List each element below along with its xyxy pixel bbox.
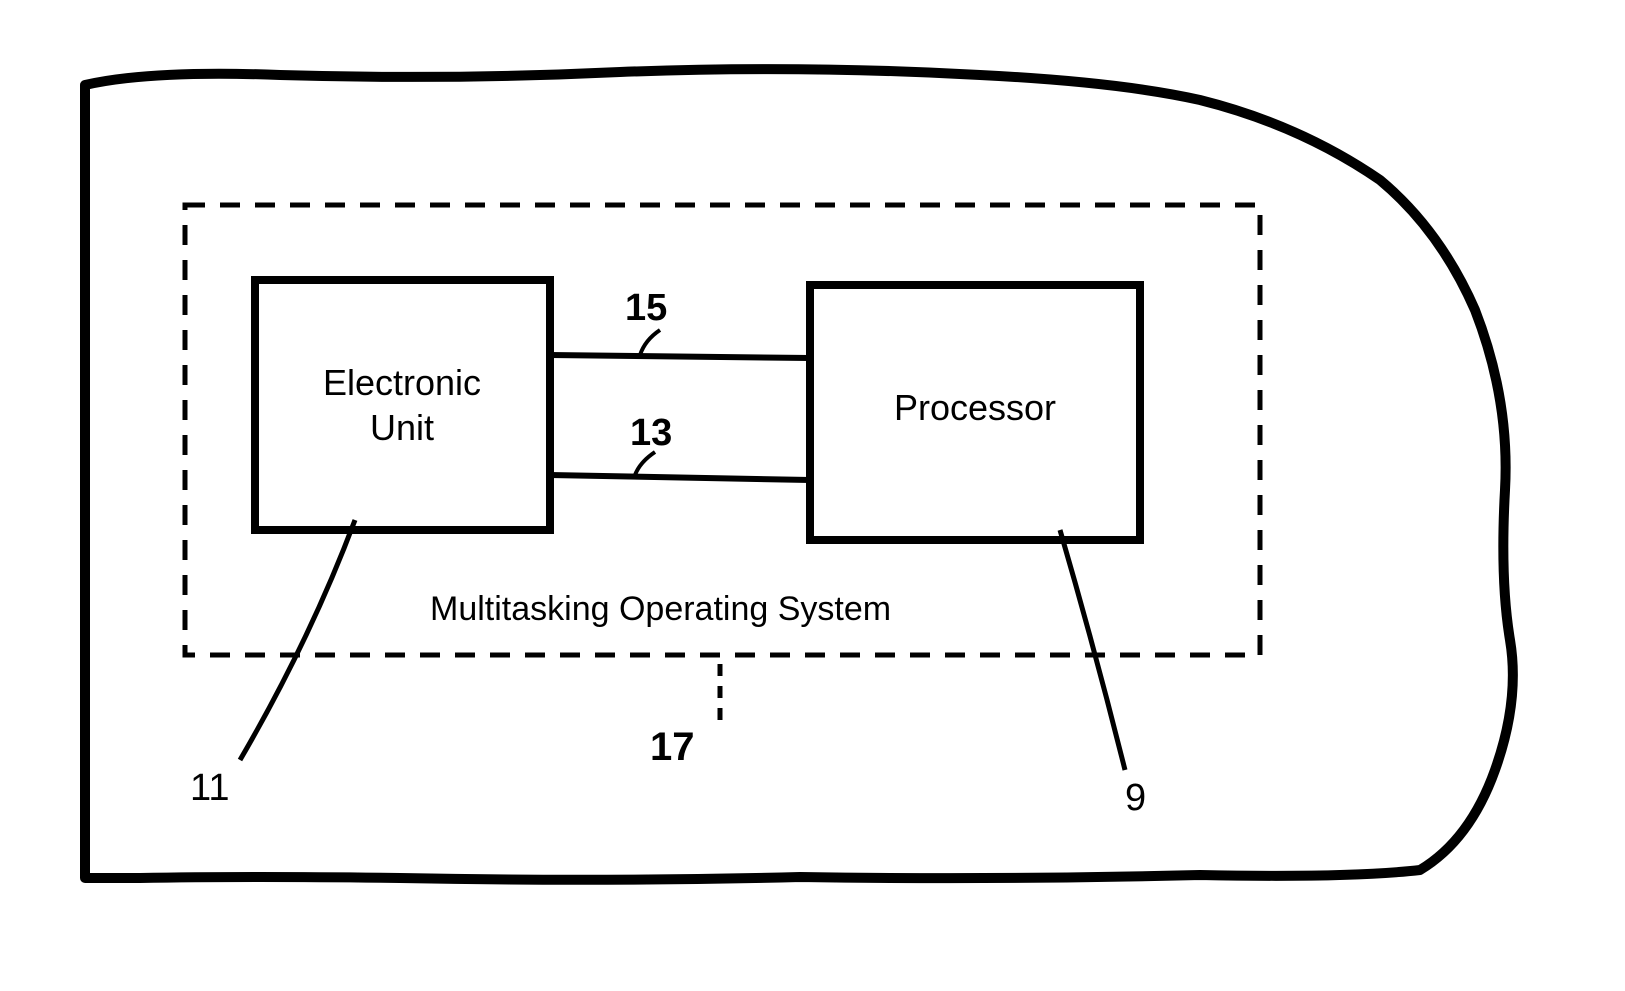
diagram-container: Electronic Unit Processor Multitasking O…: [0, 0, 1625, 986]
ref-number-13: 13: [630, 412, 672, 454]
ref-number-11: 11: [190, 767, 229, 809]
electronic-unit-label-line1: Electronic: [323, 362, 481, 403]
connection-line-15: [550, 355, 810, 358]
ref-number-9: 9: [1125, 777, 1146, 819]
multitasking-os-label: Multitasking Operating System: [430, 590, 891, 628]
leader-9: [1060, 530, 1125, 770]
electronic-unit-label-line2: Unit: [370, 407, 434, 448]
processor-label: Processor: [894, 387, 1056, 428]
connection-line-13: [550, 475, 810, 480]
electronic-unit-block: [255, 280, 550, 530]
ref-number-15: 15: [625, 287, 667, 329]
ref-number-17: 17: [650, 725, 695, 769]
leader-11: [240, 520, 355, 760]
diagram-svg: Electronic Unit Processor Multitasking O…: [0, 0, 1625, 986]
leader-13: [635, 452, 655, 475]
leader-15: [640, 330, 660, 355]
